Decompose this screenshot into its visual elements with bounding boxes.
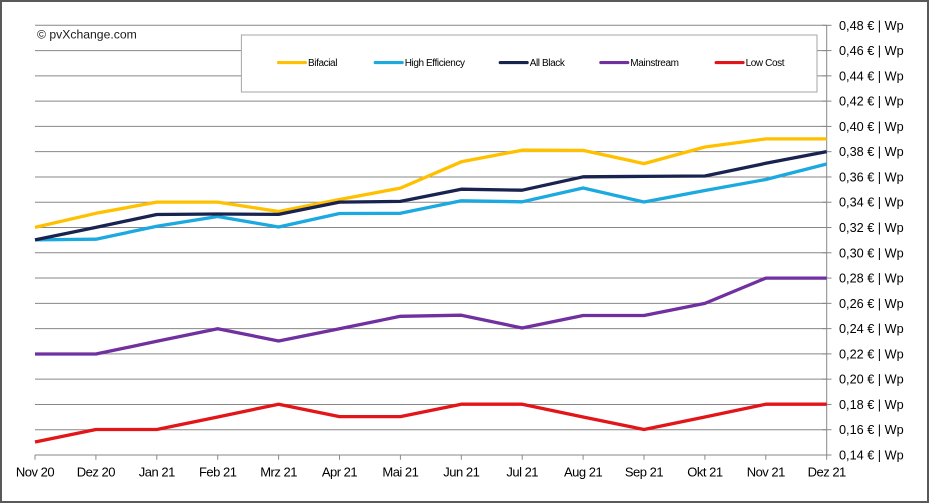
svg-text:Dez 20: Dez 20 (77, 464, 115, 479)
svg-text:0,26 € | Wp: 0,26 € | Wp (839, 297, 904, 311)
svg-text:© pvXchange.com: © pvXchange.com (37, 27, 137, 41)
svg-text:0,32 € | Wp: 0,32 € | Wp (839, 221, 904, 235)
svg-text:0,38 € | Wp: 0,38 € | Wp (839, 145, 904, 159)
svg-text:Apr 21: Apr 21 (322, 464, 358, 479)
svg-text:0,22 € | Wp: 0,22 € | Wp (839, 347, 904, 361)
svg-text:0,46 € | Wp: 0,46 € | Wp (839, 44, 904, 58)
svg-text:0,24 € | Wp: 0,24 € | Wp (839, 322, 904, 336)
svg-text:0,30 € | Wp: 0,30 € | Wp (839, 246, 904, 260)
svg-text:Mai 21: Mai 21 (382, 464, 418, 479)
svg-text:0,36 € | Wp: 0,36 € | Wp (839, 171, 904, 185)
svg-text:Nov 20: Nov 20 (16, 464, 54, 479)
svg-text:0,48 € | Wp: 0,48 € | Wp (839, 19, 904, 33)
svg-text:0,18 € | Wp: 0,18 € | Wp (839, 398, 904, 412)
svg-text:Aug 21: Aug 21 (564, 464, 602, 479)
svg-text:0,44 € | Wp: 0,44 € | Wp (839, 69, 904, 83)
svg-text:Bifacial: Bifacial (308, 58, 337, 69)
svg-text:Low Cost: Low Cost (746, 58, 785, 69)
svg-text:0,28 € | Wp: 0,28 € | Wp (839, 272, 904, 286)
svg-text:0,16 € | Wp: 0,16 € | Wp (839, 423, 904, 437)
svg-text:Nov 21: Nov 21 (747, 464, 785, 479)
svg-text:Dez 21: Dez 21 (808, 464, 846, 479)
svg-text:0,40 € | Wp: 0,40 € | Wp (839, 120, 904, 134)
svg-text:0,34 € | Wp: 0,34 € | Wp (839, 196, 904, 210)
svg-text:High Efficiency: High Efficiency (405, 58, 465, 69)
svg-text:Jul 21: Jul 21 (506, 464, 538, 479)
svg-text:Jan 21: Jan 21 (139, 464, 175, 479)
svg-text:0,42 € | Wp: 0,42 € | Wp (839, 95, 904, 109)
svg-text:Feb 21: Feb 21 (199, 464, 237, 479)
svg-text:0,14 € | Wp: 0,14 € | Wp (839, 449, 904, 463)
svg-text:All Black: All Black (530, 58, 566, 69)
svg-text:Okt 21: Okt 21 (687, 464, 723, 479)
svg-text:Jun 21: Jun 21 (443, 464, 479, 479)
svg-text:Sep 21: Sep 21 (625, 464, 663, 479)
svg-text:0,20 € | Wp: 0,20 € | Wp (839, 373, 904, 387)
svg-text:Mainstream: Mainstream (630, 58, 678, 69)
svg-text:Mrz 21: Mrz 21 (260, 464, 297, 479)
